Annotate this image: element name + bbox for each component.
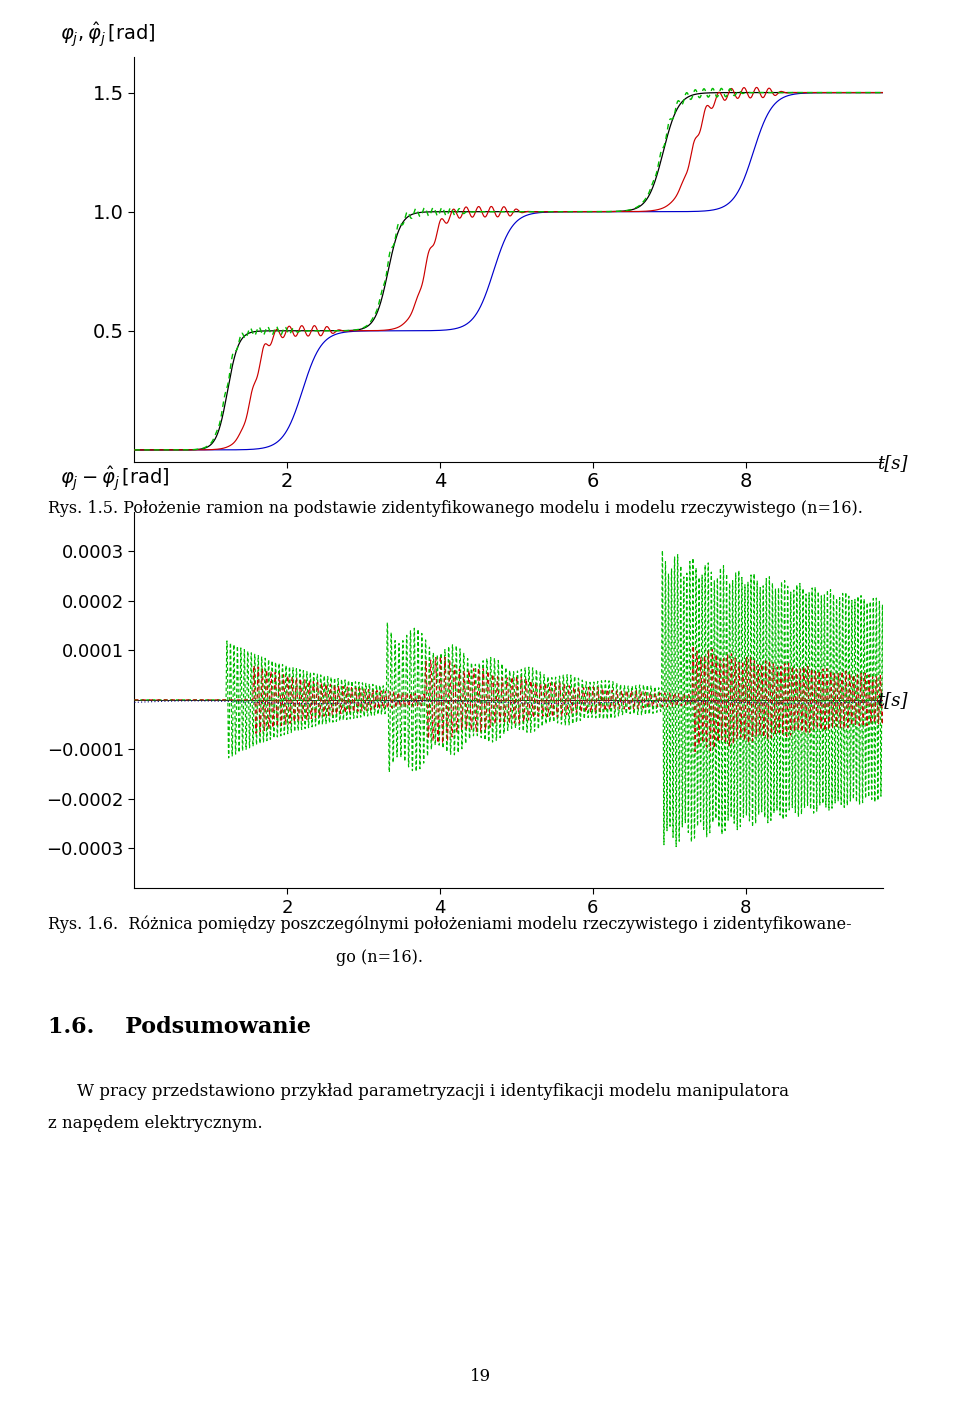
- Text: 1.6.    Podsumowanie: 1.6. Podsumowanie: [48, 1016, 311, 1037]
- Text: W pracy przedstawiono przykład parametryzacji i identyfikacji modelu manipulator: W pracy przedstawiono przykład parametry…: [77, 1083, 789, 1100]
- Text: $\varphi_j,\hat{\varphi}_j\,\mathrm{[rad]}$: $\varphi_j,\hat{\varphi}_j\,\mathrm{[rad…: [60, 20, 156, 48]
- Text: z napędem elektrycznym.: z napędem elektrycznym.: [48, 1115, 263, 1133]
- Text: $\varphi_j - \hat{\varphi}_j\,\mathrm{[rad]}$: $\varphi_j - \hat{\varphi}_j\,\mathrm{[r…: [60, 465, 169, 493]
- Text: Rys. 1.5. Położenie ramion na podstawie zidentyfikowanego modelu i modelu rzeczy: Rys. 1.5. Położenie ramion na podstawie …: [48, 500, 863, 517]
- Text: Rys. 1.6.  Różnica pomiędzy poszczególnymi położeniami modelu rzeczywistego i zi: Rys. 1.6. Różnica pomiędzy poszczególnym…: [48, 915, 852, 932]
- Text: go (n=16).: go (n=16).: [336, 949, 423, 966]
- Text: 19: 19: [469, 1368, 491, 1385]
- Text: t[s]: t[s]: [877, 691, 907, 709]
- Text: t[s]: t[s]: [877, 455, 907, 472]
